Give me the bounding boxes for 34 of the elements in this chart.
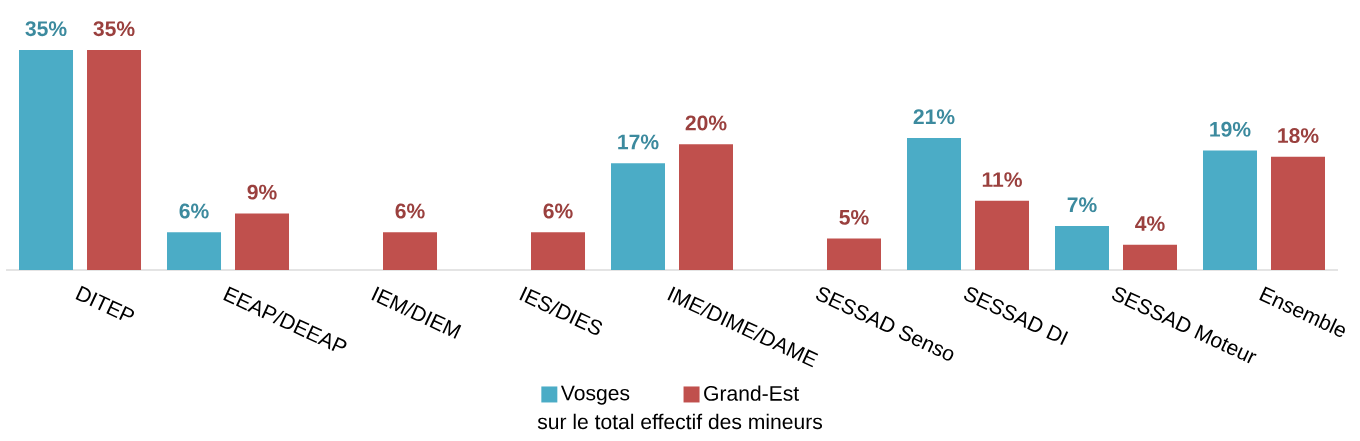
bar <box>827 238 881 270</box>
data-label: 7% <box>1067 197 1097 213</box>
data-label: 6% <box>395 203 425 219</box>
bar <box>531 232 586 270</box>
bar <box>611 163 665 270</box>
bar <box>1271 156 1325 270</box>
data-label: 4% <box>1135 216 1165 232</box>
x-tick-label: DITEP <box>75 285 135 321</box>
data-label: 18% <box>1278 128 1319 144</box>
bar <box>383 232 438 270</box>
bar <box>907 138 961 270</box>
data-label: 5% <box>839 209 869 225</box>
bar <box>1202 150 1257 270</box>
bar <box>167 232 222 270</box>
legend-label: Vosges <box>560 385 630 405</box>
bar <box>1055 226 1109 270</box>
data-label: 17% <box>618 134 659 150</box>
data-label: 6% <box>543 203 573 219</box>
data-label: 11% <box>982 172 1022 188</box>
data-label: 20% <box>685 115 727 131</box>
legend-label: Grand-Est <box>704 385 799 401</box>
text: sur le total effectif des mineurs <box>537 413 823 430</box>
bar <box>975 200 1029 270</box>
bar <box>235 213 290 270</box>
data-label: 6% <box>179 203 209 219</box>
bar <box>1123 244 1177 270</box>
bar <box>679 144 733 270</box>
data-label: 21% <box>913 109 955 125</box>
bar <box>19 50 74 270</box>
bar <box>87 50 142 270</box>
data-label: 9% <box>247 184 277 200</box>
data-label: 35% <box>25 21 67 37</box>
data-label: 19% <box>1210 121 1251 137</box>
data-label: 35% <box>93 21 135 37</box>
